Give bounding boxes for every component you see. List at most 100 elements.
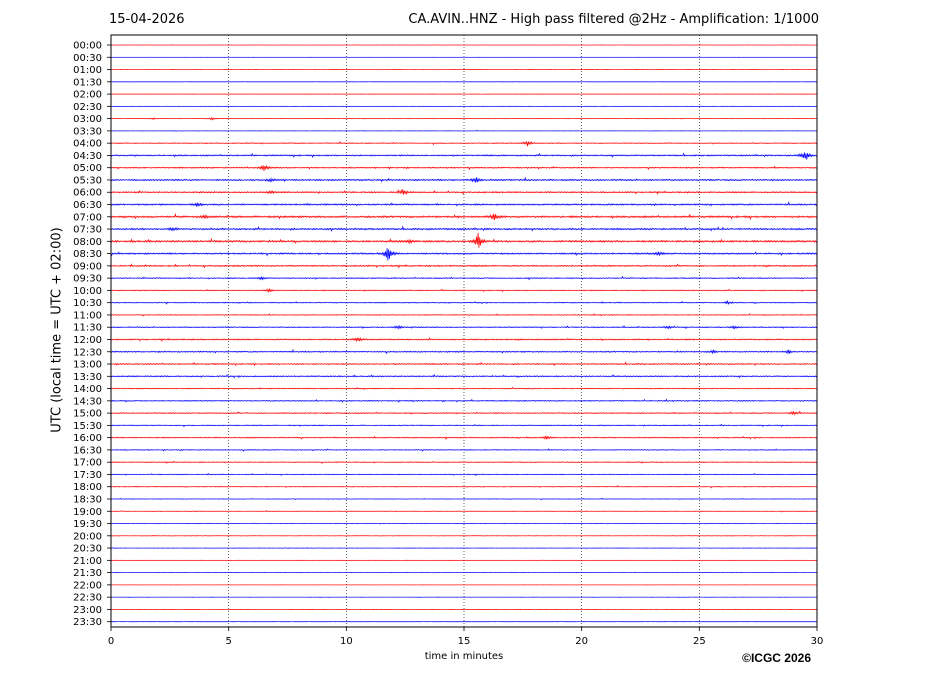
row-label: 19:00 [73,507,102,518]
row-label: 13:30 [73,372,102,383]
trace-1500 [110,410,818,416]
trace-1600 [110,435,818,441]
trace-0830 [110,248,818,261]
row-label: 12:00 [73,335,102,346]
trace-0400 [110,140,818,147]
trace-0600 [110,188,818,196]
x-tick-label: 15 [458,636,471,647]
row-label: 07:00 [73,212,102,223]
row-label: 16:30 [73,445,102,456]
row-label: 00:00 [73,41,102,52]
row-label: 23:30 [73,617,102,628]
row-label: 15:00 [73,409,102,420]
row-label: 21:30 [73,568,102,579]
trace-1530 [110,423,818,428]
x-tick-label: 5 [225,636,231,647]
row-label: 23:00 [73,605,102,616]
row-label: 08:00 [73,237,102,248]
trace-1630 [110,448,818,452]
row-label: 02:00 [73,90,102,101]
row-label: 13:00 [73,360,102,371]
trace-0800 [110,232,818,248]
row-label: 04:30 [73,151,102,162]
trace-1030 [110,299,818,306]
trace-1830 [110,497,818,501]
x-tick-label: 20 [575,636,588,647]
x-tick-label: 30 [811,636,824,647]
x-tick-label: 10 [340,636,353,647]
trace-1130 [110,324,818,330]
trace-1300 [110,361,818,367]
trace-0900 [110,263,818,269]
row-label: 14:00 [73,384,102,395]
row-label: 20:30 [73,544,102,555]
row-label: 05:30 [73,175,102,186]
row-label: 09:30 [73,274,102,285]
row-label: 06:30 [73,200,102,211]
row-label: 19:30 [73,519,102,530]
trace-0500 [110,164,818,171]
x-tick-label: 25 [693,636,706,647]
trace-0430 [110,152,818,160]
row-label: 16:00 [73,433,102,444]
date-label: 15-04-2026 [109,12,185,27]
trace-2100 [110,559,818,562]
row-label: 01:30 [73,77,102,88]
row-label: 18:00 [73,482,102,493]
row-label: 02:30 [73,102,102,113]
row-label: 06:00 [73,188,102,199]
row-label: 21:00 [73,556,102,567]
row-label: 17:30 [73,470,102,481]
trace-1730 [110,472,818,477]
trace-2000 [110,534,818,537]
trace-1800 [110,484,818,489]
row-label: 10:30 [73,298,102,309]
row-label: 05:00 [73,163,102,174]
row-label: 17:00 [73,458,102,469]
row-label: 07:30 [73,225,102,236]
row-label: 11:30 [73,323,102,334]
trace-1330 [110,373,818,379]
row-label: 15:30 [73,421,102,432]
trace-0930 [110,275,818,281]
row-label: 03:00 [73,114,102,125]
row-label: 20:00 [73,531,102,542]
row-label: 11:00 [73,310,102,321]
row-label: 10:00 [73,286,102,297]
row-label: 08:30 [73,249,102,260]
row-label: 09:00 [73,261,102,272]
trace-2130 [110,571,818,574]
row-label: 18:30 [73,494,102,505]
trace-1430 [110,398,818,403]
trace-0300 [110,116,818,121]
trace-0730 [110,225,818,233]
plot-frame [110,34,818,628]
chart-title: CA.AVIN..HNZ - High pass filtered @2Hz -… [408,12,819,27]
trace-0230 [110,105,818,107]
row-label: 01:00 [73,65,102,76]
trace-1200 [110,337,818,343]
trace-1230 [110,348,818,355]
row-label: 14:30 [73,396,102,407]
row-label: 22:00 [73,580,102,591]
trace-1700 [110,460,818,465]
x-tick-label: 0 [108,636,114,647]
trace-2030 [110,547,818,549]
row-label: 22:30 [73,593,102,604]
trace-1930 [110,522,818,525]
trace-1000 [110,287,818,293]
x-axis-label: time in minutes [424,651,504,662]
trace-1900 [110,509,818,513]
copyright-label: ©ICGC 2026 [742,651,811,665]
row-label: 12:30 [73,347,102,358]
row-label: 00:30 [73,53,102,64]
row-label: 03:30 [73,126,102,137]
trace-0530 [110,176,818,183]
trace-1400 [110,386,818,390]
trace-0330 [110,130,818,132]
trace-1100 [110,313,818,317]
row-label: 04:00 [73,139,102,150]
trace-0630 [110,201,818,208]
trace-0700 [110,212,818,221]
